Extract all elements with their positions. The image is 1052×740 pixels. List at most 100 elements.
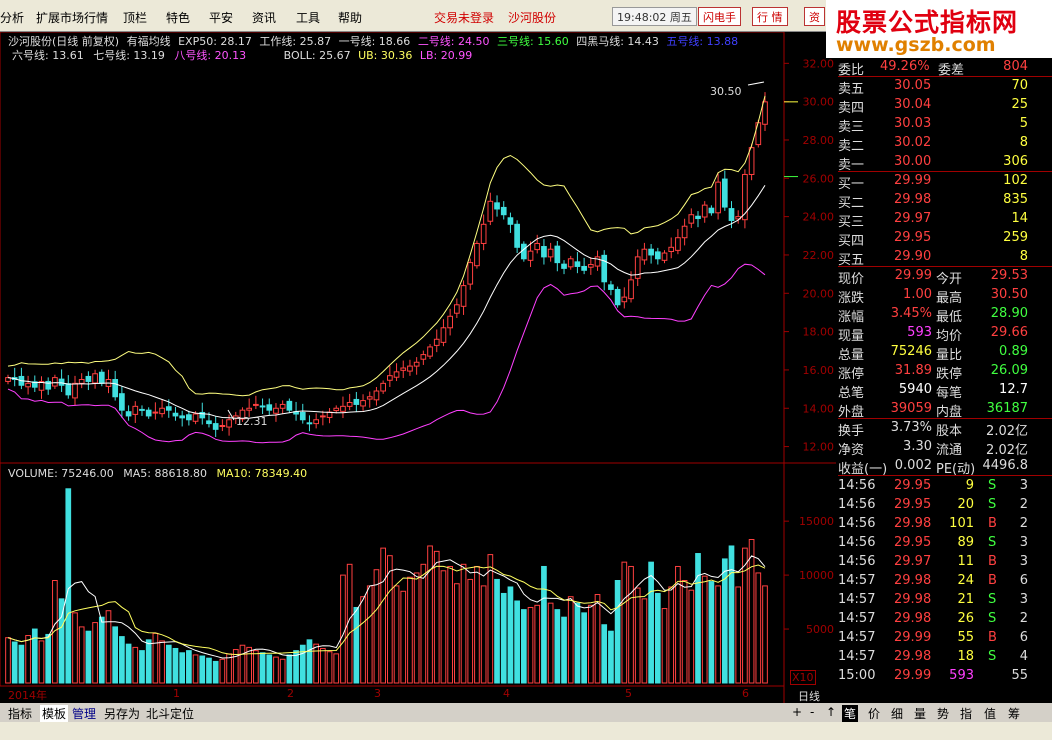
candle[interactable] — [179, 415, 186, 419]
volume-bar[interactable] — [440, 570, 447, 684]
volume-bar[interactable] — [360, 596, 366, 684]
zoom-in-button[interactable]: + — [792, 705, 803, 719]
volume-bar[interactable] — [574, 602, 581, 684]
volume-bar[interactable] — [547, 602, 554, 684]
candle[interactable] — [72, 382, 78, 399]
login-status[interactable]: 交易未登录 — [434, 11, 495, 25]
candle[interactable] — [145, 409, 152, 417]
candle[interactable] — [393, 371, 400, 378]
up-arrow-icon[interactable]: ↑ — [826, 705, 837, 719]
candle[interactable] — [31, 381, 38, 388]
volume-bar[interactable] — [45, 633, 52, 684]
volume-bar[interactable] — [608, 630, 614, 684]
tab-beidou[interactable]: 北斗定位 — [146, 707, 195, 721]
candle[interactable] — [45, 380, 52, 390]
volume-bar[interactable] — [695, 553, 701, 684]
candle[interactable] — [273, 407, 279, 414]
candle[interactable] — [534, 242, 541, 251]
candle[interactable] — [661, 252, 668, 261]
candle[interactable] — [186, 414, 192, 421]
volume-bar[interactable] — [165, 644, 172, 684]
candle[interactable] — [85, 375, 92, 382]
volume-bar[interactable] — [762, 585, 768, 684]
candle[interactable] — [654, 251, 661, 260]
tab-indicator[interactable]: 指标 — [8, 707, 33, 721]
candle[interactable] — [500, 206, 507, 216]
candle[interactable] — [139, 408, 145, 411]
flash-trade-button[interactable]: 闪电手 — [698, 7, 741, 26]
candle[interactable] — [407, 365, 413, 372]
candle[interactable] — [641, 248, 648, 261]
menu-item-tools[interactable]: 工具 — [296, 11, 321, 25]
volume-bar[interactable] — [581, 612, 587, 684]
candle[interactable] — [52, 377, 58, 387]
volume-bar[interactable] — [601, 624, 608, 684]
volume-bar[interactable] — [541, 565, 547, 684]
volume-bar[interactable] — [78, 626, 85, 684]
volume-bar[interactable] — [594, 594, 601, 684]
candle[interactable] — [387, 375, 393, 381]
volume-bar[interactable] — [145, 639, 152, 684]
volume-bar[interactable] — [400, 590, 407, 684]
candle[interactable] — [353, 398, 360, 405]
volume-bar[interactable] — [447, 565, 453, 684]
volume-bar[interactable] — [313, 643, 320, 684]
volume-bar[interactable] — [58, 598, 65, 684]
tab-price[interactable]: 价 — [868, 707, 881, 721]
candle[interactable] — [152, 411, 159, 414]
candle[interactable] — [668, 246, 675, 253]
volume-bar[interactable] — [413, 572, 420, 684]
period-label[interactable]: 日线 — [798, 690, 820, 703]
volume-bar[interactable] — [675, 565, 681, 684]
candle[interactable] — [688, 214, 695, 224]
zoom-out-button[interactable]: - — [810, 705, 815, 719]
menu-item-pingan[interactable]: 平安 — [209, 11, 234, 25]
candle[interactable] — [594, 256, 601, 267]
volume-bar[interactable] — [72, 612, 78, 684]
candle[interactable] — [614, 288, 621, 306]
candle[interactable] — [132, 405, 139, 415]
volume-bar[interactable] — [25, 635, 31, 684]
candle[interactable] — [92, 373, 98, 384]
candle[interactable] — [333, 407, 340, 412]
menu-item-ext-market[interactable]: 扩展市场行情 — [36, 11, 109, 25]
candle[interactable] — [413, 361, 420, 367]
menu-item-topbar[interactable]: 顶栏 — [123, 11, 148, 25]
candle[interactable] — [527, 250, 534, 261]
volume-bar[interactable] — [520, 609, 527, 684]
info-button[interactable]: 资 — [804, 7, 825, 26]
menu-item-analysis[interactable]: 分析 — [0, 11, 25, 25]
candle[interactable] — [165, 406, 172, 411]
volume-bar[interactable] — [65, 488, 72, 684]
candle[interactable] — [65, 383, 72, 396]
volume-bar[interactable] — [755, 572, 762, 684]
candle[interactable] — [574, 261, 581, 267]
volume-bar[interactable] — [98, 616, 105, 684]
volume-bar[interactable] — [239, 644, 246, 684]
volume-bar[interactable] — [380, 547, 386, 684]
candle[interactable] — [427, 346, 433, 357]
candle[interactable] — [748, 147, 755, 175]
candle[interactable] — [119, 393, 125, 411]
candle[interactable] — [567, 258, 574, 268]
candle[interactable] — [219, 425, 226, 428]
volume-bar[interactable] — [628, 565, 634, 684]
volume-bar[interactable] — [634, 587, 641, 684]
candle[interactable] — [380, 382, 386, 392]
volume-bar[interactable] — [373, 569, 380, 684]
candle[interactable] — [433, 338, 440, 346]
volume-bar[interactable] — [259, 652, 266, 684]
tab-index[interactable]: 指 — [960, 707, 973, 721]
volume-bar[interactable] — [299, 644, 306, 684]
volume-bar[interactable] — [561, 616, 567, 684]
volume-bar[interactable] — [31, 628, 38, 684]
candle[interactable] — [172, 412, 179, 417]
volume-bar[interactable] — [621, 561, 628, 684]
volume-bar[interactable] — [105, 610, 112, 684]
volume-bar[interactable] — [614, 580, 621, 684]
price-panel[interactable] — [5, 81, 768, 444]
candle[interactable] — [554, 245, 561, 264]
quote-button[interactable]: 行 情 — [752, 7, 788, 26]
candle[interactable] — [440, 327, 447, 343]
volume-bar[interactable] — [366, 585, 373, 684]
